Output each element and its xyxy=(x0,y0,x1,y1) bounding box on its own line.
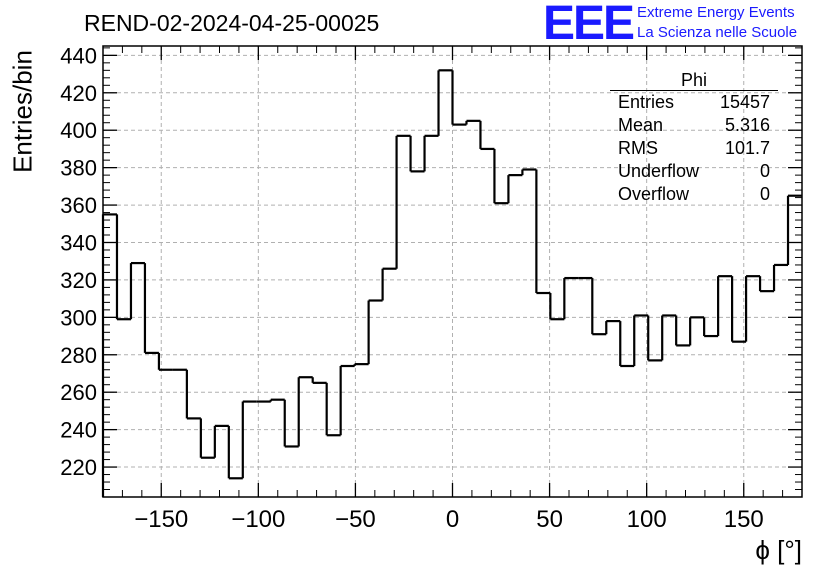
y-tick-label: 440 xyxy=(60,43,97,68)
logo-line-1: Extreme Energy Events xyxy=(637,4,795,21)
y-tick-label: 400 xyxy=(60,118,97,143)
histogram-bars xyxy=(101,69,802,497)
stats-title: Phi xyxy=(610,70,778,91)
y-tick-label: 360 xyxy=(60,193,97,218)
grid-lines xyxy=(103,46,802,497)
stats-box: Phi Entries 15457 Mean 5.316 RMS 101.7 U… xyxy=(610,70,778,206)
x-tick-label: 100 xyxy=(627,506,667,533)
y-tick-label: 320 xyxy=(60,268,97,293)
y-tick-label: 240 xyxy=(60,418,97,443)
y-tick-label: 260 xyxy=(60,380,97,405)
stats-row-mean: Mean 5.316 xyxy=(610,114,778,137)
logo-line-2: La Scienza nelle Scuole xyxy=(637,24,798,41)
stats-value: 5.316 xyxy=(724,115,770,135)
x-axis-label: ϕ [°] xyxy=(755,535,802,565)
stats-label: Entries xyxy=(618,92,675,112)
stats-value: 0 xyxy=(759,161,770,181)
x-tick-label: −50 xyxy=(335,506,376,533)
x-tick-label: 150 xyxy=(724,506,764,533)
stats-label: Underflow xyxy=(618,161,700,181)
chart-title: REND-02-2024-04-25-00025 xyxy=(84,10,380,36)
tick-marks xyxy=(102,46,803,497)
x-tick-label: 0 xyxy=(446,506,459,533)
stats-label: RMS xyxy=(618,138,658,158)
stats-row-entries: Entries 15457 xyxy=(610,91,778,114)
y-tick-label: 220 xyxy=(60,455,97,480)
y-tick-label: 380 xyxy=(60,156,97,181)
stats-value: 0 xyxy=(759,184,770,204)
stats-label: Overflow xyxy=(618,184,690,204)
y-tick-label: 420 xyxy=(60,81,97,106)
x-tick-label: −100 xyxy=(231,506,285,533)
stats-row-overflow: Overflow 0 xyxy=(610,183,778,206)
y-tick-label: 340 xyxy=(60,230,97,255)
eee-logo: EEE xyxy=(543,0,635,50)
tick-labels: −150 −100 −50 0 50 100 150 220 240 260 280 300 320 34… xyxy=(60,43,763,533)
stats-value: 101.7 xyxy=(724,138,770,158)
y-axis-label: Entries/bin xyxy=(7,50,38,173)
y-tick-label: 280 xyxy=(60,343,97,368)
stats-row-underflow: Underflow 0 xyxy=(610,160,778,183)
stats-row-rms: RMS 101.7 xyxy=(610,137,778,160)
y-tick-label: 300 xyxy=(60,305,97,330)
x-tick-label: 50 xyxy=(536,506,563,533)
x-tick-label: −150 xyxy=(134,506,188,533)
stats-label: Mean xyxy=(618,115,664,135)
stats-value: 15457 xyxy=(719,92,770,112)
